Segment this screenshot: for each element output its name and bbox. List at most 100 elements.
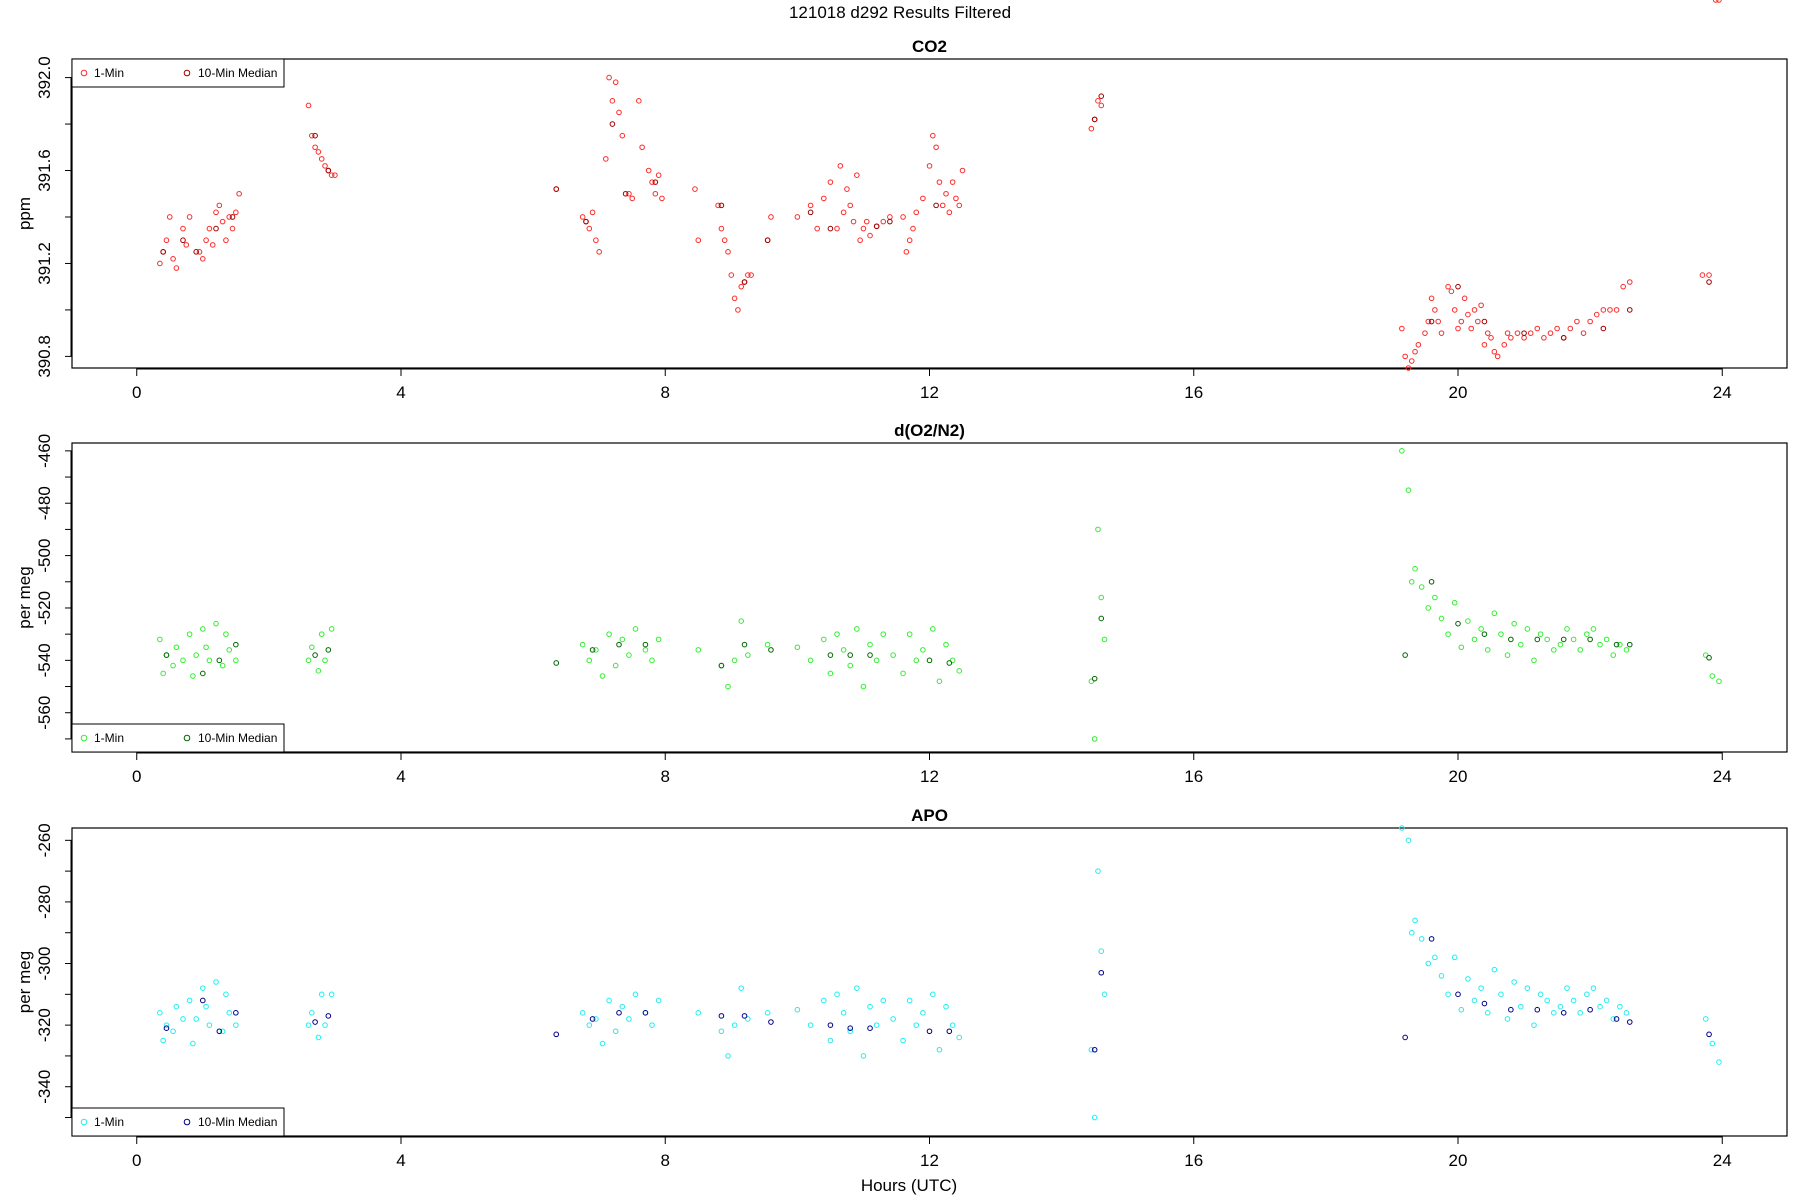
data-point — [1468, 325, 1475, 332]
data-point — [1587, 318, 1593, 325]
data-point — [312, 1019, 318, 1025]
data-point — [840, 1010, 847, 1016]
data-point — [612, 79, 619, 86]
data-point — [1620, 283, 1626, 290]
data-point — [1471, 636, 1478, 643]
data-point — [579, 641, 586, 648]
data-point — [1088, 678, 1095, 685]
data-point — [1465, 976, 1471, 982]
data-point — [1706, 654, 1712, 661]
data-point — [1438, 330, 1445, 336]
legend-label-one-min: 1-Min — [94, 1115, 124, 1129]
data-point — [1527, 330, 1534, 336]
data-point — [880, 218, 887, 225]
data-point — [1091, 1114, 1098, 1121]
data-point — [229, 225, 236, 232]
data-point — [837, 163, 844, 169]
legend-marker-one-min — [80, 734, 88, 742]
data-point — [609, 98, 616, 104]
data-point — [315, 1034, 322, 1041]
data-point — [203, 644, 209, 651]
x-tick-label: 16 — [1184, 383, 1203, 402]
data-point — [655, 172, 662, 178]
data-point — [847, 662, 854, 669]
data-point — [309, 132, 315, 139]
data-point — [1706, 1031, 1712, 1038]
y-tick-label: -320 — [35, 1008, 54, 1042]
data-point — [1517, 641, 1524, 648]
data-point — [1402, 353, 1408, 360]
x-tick-label: 0 — [132, 767, 141, 786]
data-point — [946, 1028, 953, 1035]
data-point — [913, 657, 920, 664]
data-point — [1399, 825, 1405, 831]
data-point — [926, 657, 933, 664]
data-point — [794, 1006, 801, 1013]
data-point — [226, 1010, 233, 1016]
data-point — [906, 997, 913, 1004]
data-point — [867, 1025, 873, 1031]
data-point — [930, 626, 936, 632]
data-point — [328, 172, 335, 178]
data-point — [1593, 311, 1600, 318]
data-point — [1570, 636, 1577, 643]
data-point — [1504, 652, 1511, 658]
data-point — [639, 144, 645, 151]
x-tick-label: 20 — [1449, 767, 1468, 786]
series-one-min — [157, 825, 1722, 1121]
data-point — [956, 202, 963, 209]
data-point — [312, 144, 318, 151]
data-point — [586, 1022, 593, 1028]
data-point — [1455, 283, 1461, 290]
x-tick-label: 20 — [1449, 1151, 1468, 1170]
data-point — [196, 249, 203, 255]
data-point — [206, 657, 213, 664]
data-point — [163, 237, 170, 244]
x-axis-label: Hours (UTC) — [861, 1176, 957, 1195]
data-point — [632, 626, 639, 632]
data-point — [322, 1022, 328, 1028]
data-point — [764, 1010, 771, 1016]
data-point — [768, 647, 774, 653]
data-point — [820, 997, 827, 1004]
data-point — [857, 237, 863, 244]
data-point — [233, 209, 239, 216]
panel-1: d(O2/N2) 0 4 8 12 16 20 24 -560 -540 -520 -500 -480 -… — [15, 421, 1788, 786]
data-point — [920, 195, 926, 202]
data-point — [847, 202, 854, 209]
data-point — [1709, 1040, 1716, 1047]
data-point — [1091, 1046, 1098, 1053]
data-point — [867, 1003, 873, 1010]
data-point — [315, 149, 322, 155]
data-point — [193, 652, 199, 658]
data-point — [1478, 626, 1484, 632]
data-point — [655, 636, 662, 643]
data-point — [1088, 125, 1095, 132]
data-point — [1475, 318, 1481, 325]
data-point — [1597, 1003, 1603, 1010]
legend-label-median: 10-Min Median — [198, 1115, 277, 1129]
data-point — [1098, 102, 1105, 109]
data-point — [814, 225, 820, 232]
data-point — [930, 132, 936, 139]
legend-label-median: 10-Min Median — [198, 731, 277, 745]
y-tick-label: -460 — [35, 434, 54, 468]
data-point — [593, 237, 599, 244]
data-point — [619, 636, 626, 643]
data-point — [1498, 631, 1504, 637]
data-point — [956, 1034, 963, 1041]
data-point — [1448, 288, 1455, 295]
data-point — [1484, 647, 1491, 653]
data-point — [1699, 272, 1706, 278]
x-tick-label: 20 — [1449, 383, 1468, 402]
data-point — [213, 225, 219, 232]
legend-marker-one-min — [80, 1118, 88, 1126]
data-point — [1574, 318, 1580, 325]
x-tick-label: 0 — [132, 383, 141, 402]
legend-marker-one-min — [80, 69, 88, 77]
data-point — [1098, 948, 1105, 955]
data-point — [1623, 647, 1630, 653]
data-point — [173, 265, 180, 271]
data-point — [1491, 348, 1498, 355]
